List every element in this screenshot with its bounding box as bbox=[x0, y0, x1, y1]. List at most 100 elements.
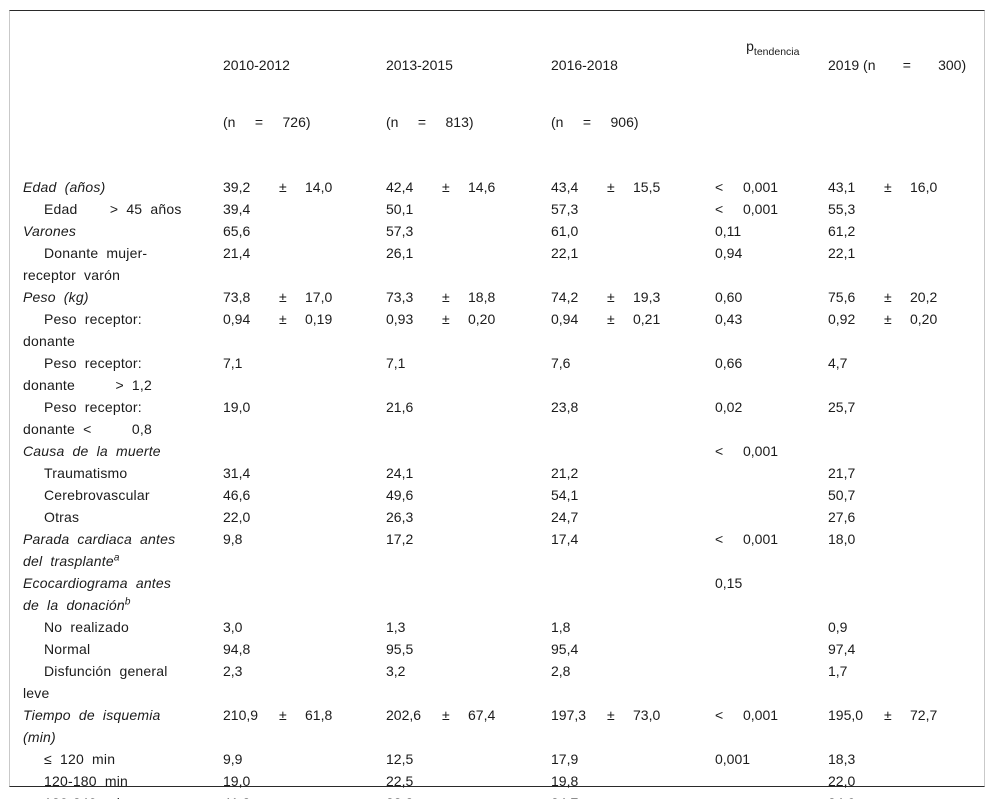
cell-2019: 61,2 bbox=[828, 223, 856, 239]
row-label: Peso receptor: donante < 0,8 bbox=[23, 396, 223, 440]
cell-2019: 34,0 bbox=[828, 792, 984, 799]
sd-value: 14,0 bbox=[305, 179, 333, 195]
row-label-text: Otras bbox=[44, 509, 80, 525]
sd-value: 0,21 bbox=[633, 311, 661, 327]
row-label-text: Peso (kg) bbox=[23, 289, 89, 305]
plus-minus-sign: ± bbox=[442, 311, 450, 327]
cell-2019: 195,0 ±72,7 bbox=[828, 704, 984, 726]
cell-2019: 50,7 bbox=[828, 487, 856, 503]
table-row: No realizado 3,0 1,3 1,8 0,9 bbox=[23, 616, 984, 638]
cell-2019: 18,3 bbox=[828, 751, 856, 767]
cell-2010-2012: 39,4 bbox=[223, 201, 251, 217]
table-row: Cerebrovascular 46,6 49,6 54,1 50,7 bbox=[23, 484, 984, 506]
header-n-label: (n = 726) bbox=[223, 114, 311, 130]
table-row: 120-180 min 19,0 22,5 19,8 22,0 bbox=[23, 770, 984, 792]
row-label: Disfunción general leve bbox=[23, 660, 223, 704]
plus-minus-sign: ± bbox=[279, 289, 287, 305]
p-value: 0,001 bbox=[743, 201, 779, 217]
cell-2016-2018: 57,3 bbox=[551, 201, 579, 217]
row-label: Traumatismo bbox=[23, 462, 223, 484]
row-label: 120-180 min bbox=[23, 770, 223, 792]
row-label: Parada cardiaca antes del trasplantea bbox=[23, 528, 223, 572]
cell-2016-2018: 34,7 bbox=[551, 792, 715, 799]
p-value: 0,001 bbox=[743, 179, 779, 195]
table-row: Disfunción general leve 2,3 3,2 2,8 1,7 bbox=[23, 660, 984, 704]
mean-value: 73,8 bbox=[223, 289, 251, 305]
mean-value: 43,4 bbox=[551, 179, 579, 195]
sd-value: 67,4 bbox=[468, 707, 496, 723]
header-period-label: 2010-2012 bbox=[223, 57, 290, 73]
table-row: Traumatismo 31,4 24,1 21,2 21,7 bbox=[23, 462, 984, 484]
cell-p-tendencia: 0,94 bbox=[715, 245, 743, 261]
row-label-text: Peso receptor: donante > 1,2 bbox=[23, 355, 152, 393]
row-label: 180-240 min bbox=[23, 792, 223, 799]
row-label: Tiempo de isquemia (min) bbox=[23, 704, 223, 748]
row-label-text: Disfunción general leve bbox=[23, 663, 168, 701]
cell-2010-2012: 7,1 bbox=[223, 355, 243, 371]
row-label: Peso receptor: donante > 1,2 bbox=[23, 352, 223, 396]
cell-2019: 22,0 bbox=[828, 773, 856, 789]
less-than-sign: < bbox=[715, 707, 724, 723]
sd-value: 61,8 bbox=[305, 707, 333, 723]
table-row: Tiempo de isquemia (min) 210,9 ±61,8 202,6 ±… bbox=[23, 704, 984, 748]
cell-2019: 1,7 bbox=[828, 663, 848, 679]
row-label-text: Varones bbox=[23, 223, 77, 239]
row-label: No realizado bbox=[23, 616, 223, 638]
cell-p-tendencia: 0,43 bbox=[715, 311, 743, 327]
cell-2010-2012: 19,0 bbox=[223, 399, 251, 415]
cell-2010-2012: 65,6 bbox=[223, 223, 251, 239]
header-period-label: 2016-2018 bbox=[551, 57, 618, 73]
mean-value: 197,3 bbox=[551, 707, 587, 723]
header-col-2019: 2019 (n = 300) bbox=[828, 18, 984, 113]
cell-2016-2018: 7,6 bbox=[551, 355, 571, 371]
sd-value: 18,8 bbox=[468, 289, 496, 305]
plus-minus-sign: ± bbox=[884, 707, 892, 723]
cell-2013-2015: 95,5 bbox=[386, 641, 414, 657]
row-label: Cerebrovascular bbox=[23, 484, 223, 506]
cell-2010-2012: 9,9 bbox=[223, 751, 243, 767]
cell-2010-2012: 39,2 ±14,0 bbox=[223, 176, 386, 198]
row-label-text: No realizado bbox=[44, 619, 129, 635]
cell-2016-2018: 2,8 bbox=[551, 663, 571, 679]
cell-2016-2018: 19,8 bbox=[551, 773, 579, 789]
row-label-text: Edad (años) bbox=[23, 179, 106, 195]
plus-minus-sign: ± bbox=[607, 311, 615, 327]
header-col-2010-2012: 2010-2012 (n = 726) bbox=[223, 18, 386, 170]
table-row: Otras 22,0 26,3 24,7 27,6 bbox=[23, 506, 984, 528]
cell-2019: 25,7 bbox=[828, 399, 856, 415]
plus-minus-sign: ± bbox=[607, 707, 615, 723]
mean-value: 0,93 bbox=[386, 311, 414, 327]
cell-2010-2012: 9,8 bbox=[223, 531, 243, 547]
table-row: Peso receptor: donante < 0,8 19,0 21,6 23,8… bbox=[23, 396, 984, 440]
cell-p-tendencia: <0,001 bbox=[715, 440, 828, 462]
cell-2010-2012: 21,4 bbox=[223, 245, 251, 261]
header-col-p-tendencia: ptendencia bbox=[715, 18, 828, 75]
table-row: Edad > 45 años 39,4 50,1 57,3 <0,001 55,3 bbox=[23, 198, 984, 220]
cell-p-tendencia: <0,001 bbox=[715, 198, 828, 220]
sd-value: 17,0 bbox=[305, 289, 333, 305]
plus-minus-sign: ± bbox=[884, 179, 892, 195]
cell-p-tendencia: <0,001 bbox=[715, 704, 828, 726]
cell-2016-2018: 197,3 ±73,0 bbox=[551, 704, 715, 726]
cell-2016-2018: 22,1 bbox=[551, 245, 579, 261]
table-header-row: 2010-2012 (n = 726) 2013-2015 (n = 813) … bbox=[23, 11, 984, 176]
row-label-text: Ecocardiograma antes de la donación bbox=[23, 575, 172, 613]
cell-2019: 0,9 bbox=[828, 619, 848, 635]
row-label: Donante mujer- receptor varón bbox=[23, 242, 223, 286]
table-row: 180-240 min 41,838,334,7 34,0 bbox=[23, 792, 984, 799]
cell-2019: 75,6 ±20,2 bbox=[828, 286, 984, 308]
plus-minus-sign: ± bbox=[442, 179, 450, 195]
header-col-2016-2018: 2016-2018 (n = 906) bbox=[551, 18, 715, 170]
cell-2019: 97,4 bbox=[828, 641, 856, 657]
table-row: Edad (años) 39,2 ±14,0 42,4 ±14,6 43,4 ±15,5 <0… bbox=[23, 176, 984, 198]
plus-minus-sign: ± bbox=[442, 289, 450, 305]
less-than-sign: < bbox=[715, 201, 724, 217]
mean-value: 210,9 bbox=[223, 707, 259, 723]
row-label-text: Peso receptor: donante bbox=[23, 311, 142, 349]
cell-2013-2015: 57,3 bbox=[386, 223, 414, 239]
mean-value: 42,4 bbox=[386, 179, 414, 195]
mean-value: 43,1 bbox=[828, 179, 856, 195]
cell-2010-2012: 94,8 bbox=[223, 641, 251, 657]
cell-2013-2015: 17,2 bbox=[386, 531, 414, 547]
row-label-text: Tiempo de isquemia (min) bbox=[23, 707, 161, 745]
